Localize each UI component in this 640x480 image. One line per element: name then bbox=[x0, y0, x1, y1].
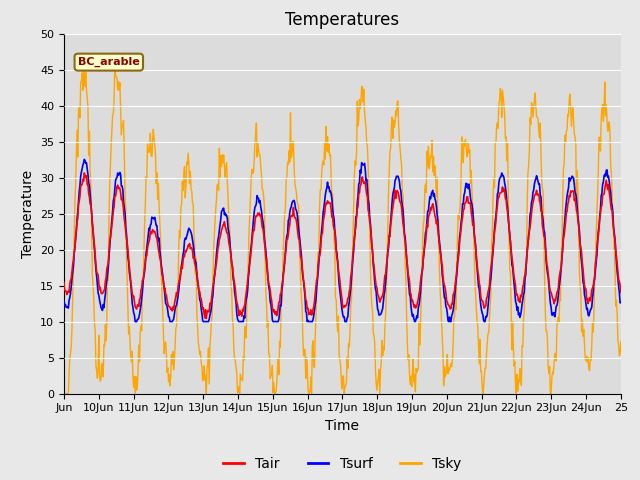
Text: BC_arable: BC_arable bbox=[78, 57, 140, 67]
Title: Temperatures: Temperatures bbox=[285, 11, 399, 29]
X-axis label: Time: Time bbox=[325, 419, 360, 433]
Legend: Tair, Tsurf, Tsky: Tair, Tsurf, Tsky bbox=[218, 452, 467, 477]
Y-axis label: Temperature: Temperature bbox=[20, 169, 35, 258]
